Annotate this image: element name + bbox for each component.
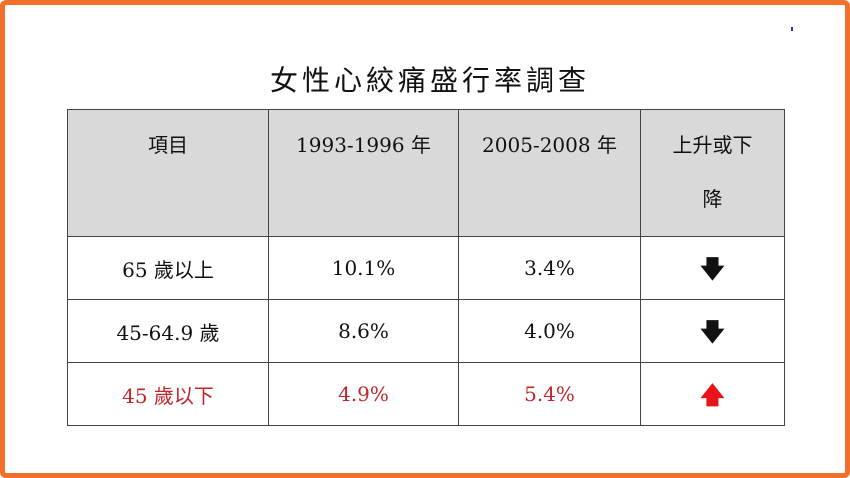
slide-title: 女性心絞痛盛行率調查 [269,64,590,97]
header-change-line1: 上升或下 [672,133,753,157]
table-row: 45 歲以下 4.9% 5.4% 🡅 [67,362,785,426]
group-cell: 45 歲以下 [67,362,269,426]
period1-cell: 10.1% [268,236,459,300]
table-row: 45-64.9 歲 8.6% 4.0% 🡇 [67,299,785,363]
header-item: 項目 [67,109,269,237]
period2-cell: 4.0% [458,299,641,363]
arrow-down-icon: 🡇 [700,254,725,283]
prevalence-table: 項目 1993-1996 年 2005-2008 年 上升或下 降 65 歲以上… [67,109,785,426]
group-cell: 65 歲以上 [67,236,269,300]
group-cell: 45-64.9 歲 [67,299,269,363]
period2-cell: 5.4% [458,362,641,426]
trend-cell: 🡇 [640,236,785,300]
trend-cell: 🡅 [640,362,785,426]
period1-cell: 8.6% [268,299,459,363]
trend-cell: 🡇 [640,299,785,363]
header-period2: 2005-2008 年 [458,109,641,237]
header-change: 上升或下 降 [640,109,785,237]
arrow-up-icon: 🡅 [700,380,725,409]
period1-cell: 4.9% [268,362,459,426]
header-change-line2: 降 [702,187,723,211]
period2-cell: 3.4% [458,236,641,300]
arrow-down-icon: 🡇 [700,317,725,346]
header-period1: 1993-1996 年 [268,109,459,237]
corner-mark [791,27,793,31]
table-row: 65 歲以上 10.1% 3.4% 🡇 [67,236,785,300]
table-header-row: 項目 1993-1996 年 2005-2008 年 上升或下 降 [67,109,785,237]
